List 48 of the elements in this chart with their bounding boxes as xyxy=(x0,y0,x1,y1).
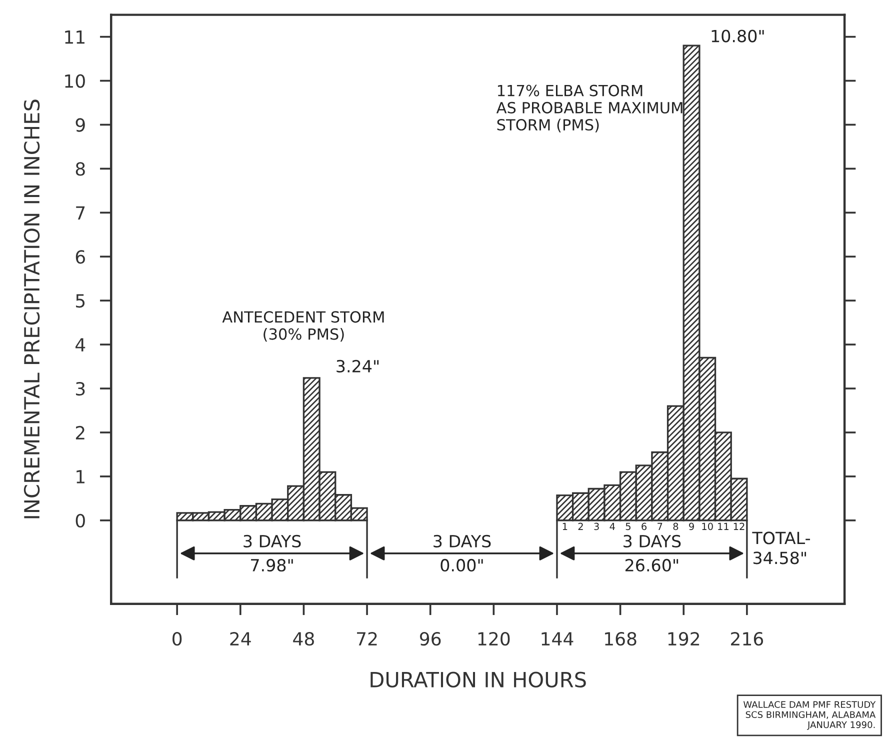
annotation: 10 xyxy=(702,522,713,530)
y-tick-label: 5 xyxy=(76,294,85,308)
x-tick-label: 144 xyxy=(542,632,574,646)
annotation: 26.60" xyxy=(625,558,678,572)
annotation: 2 xyxy=(578,522,583,530)
annotation: 3 DAYS xyxy=(244,534,301,548)
text: WALLACE DAM PMF RESTUDY SCS BIRMINGHAM, ALABAMA JANUARY 1990. xyxy=(743,701,876,730)
annotation: 3 xyxy=(594,522,599,530)
x-tick-label: 192 xyxy=(668,632,700,646)
y-tick-label: 4 xyxy=(76,338,86,352)
annotation: 3.24" xyxy=(336,360,379,373)
y-tick-label: 8 xyxy=(76,162,85,176)
x-tick-label: 24 xyxy=(230,632,251,646)
annotation: TOTAL- 34.58" xyxy=(752,532,810,564)
annotation: 5 xyxy=(626,522,630,530)
y-axis-title: INCREMENTAL PRECIPITATION IN INCHES xyxy=(24,100,40,518)
annotation: 11 xyxy=(718,522,728,530)
annotation: 4 xyxy=(610,522,615,530)
annotation: 3 DAYS xyxy=(434,534,491,548)
annotation: 10.80" xyxy=(712,30,764,42)
x-tick-label: 0 xyxy=(172,632,182,646)
annotation: 6 xyxy=(642,522,647,530)
annotation: ANTECEDENT STORM (30% PMS) xyxy=(222,311,384,342)
annotation: 7 xyxy=(658,522,662,530)
x-tick-label: 72 xyxy=(357,632,377,646)
y-tick-label: 9 xyxy=(76,118,85,132)
y-tick-label: 1 xyxy=(76,470,84,484)
x-tick-label: 168 xyxy=(605,632,636,646)
y-tick-label: 11 xyxy=(65,30,84,44)
y-tick-label: 3 xyxy=(76,382,85,396)
y-tick-label: 2 xyxy=(76,426,84,440)
annotation: 0.00" xyxy=(440,558,483,572)
annotation: 8 xyxy=(673,522,678,530)
annotation: 3 DAYS xyxy=(624,534,681,548)
x-tick-label: 96 xyxy=(420,632,441,646)
annotation: 1 xyxy=(562,522,568,530)
annotation: 9 xyxy=(689,522,694,530)
x-tick-label: 216 xyxy=(731,632,764,646)
annotation: 7.98" xyxy=(251,558,293,572)
annotation: 12 xyxy=(734,522,744,530)
y-tick-label: 10 xyxy=(65,74,85,88)
y-tick-label: 7 xyxy=(76,206,85,220)
x-tick-label: 48 xyxy=(293,632,314,646)
y-tick-label: 0 xyxy=(76,514,85,528)
x-axis-title: DURATION IN HOURS xyxy=(370,672,586,688)
x-tick-label: 120 xyxy=(478,632,510,646)
annotation: 117% ELBA STORM AS PROBABLE MAXIMUM STORM (PMS) xyxy=(496,84,682,132)
y-tick-label: 6 xyxy=(76,250,85,264)
